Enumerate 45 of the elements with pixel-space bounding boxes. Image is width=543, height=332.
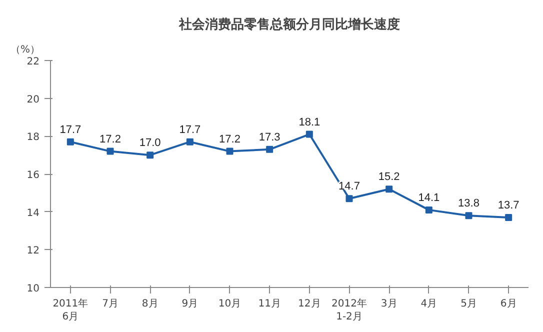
y-tick-label: 22 bbox=[26, 56, 40, 68]
text: 13.8 bbox=[458, 198, 480, 210]
x-tick-label: 12月 bbox=[298, 298, 321, 310]
x-tick-label: 9月 bbox=[182, 298, 198, 310]
point bbox=[386, 186, 393, 193]
x-tick-label: 8月 bbox=[142, 298, 158, 310]
x-tick-label: 11月 bbox=[258, 298, 281, 310]
y-tick-label: 16 bbox=[26, 170, 40, 181]
text: 18.1 bbox=[298, 116, 320, 128]
y-tick-label: 12 bbox=[26, 246, 40, 257]
point bbox=[146, 152, 154, 159]
text: 14.1 bbox=[418, 192, 440, 204]
x-tick-label: 2012年 1-2月 bbox=[332, 298, 367, 323]
point bbox=[266, 146, 274, 153]
text: 17.2 bbox=[219, 133, 240, 146]
y-axis-title: （%） bbox=[10, 44, 40, 56]
x-tick-label: 4月 bbox=[420, 298, 438, 310]
point bbox=[106, 148, 114, 155]
point bbox=[465, 212, 472, 220]
point bbox=[306, 130, 313, 138]
text: 14.7 bbox=[338, 180, 360, 193]
point bbox=[505, 214, 512, 222]
text: 17.7 bbox=[179, 124, 201, 136]
y-tick-label: 14 bbox=[26, 208, 40, 219]
text: 13.7 bbox=[498, 200, 520, 212]
y-tick-label: 10 bbox=[26, 284, 40, 294]
point bbox=[226, 148, 234, 155]
text: 17.0 bbox=[139, 137, 161, 150]
y-tick-label: 20 bbox=[26, 94, 40, 106]
x-tick-label: 5月 bbox=[460, 298, 477, 310]
point bbox=[425, 206, 432, 214]
point bbox=[186, 138, 194, 146]
x-tick-label: 10月 bbox=[218, 298, 242, 310]
chart-title: 社会消费品零售总额分月同比增长速度 bbox=[178, 16, 400, 32]
x-tick-label: 3月 bbox=[380, 298, 398, 310]
point bbox=[346, 195, 353, 202]
point bbox=[66, 138, 74, 146]
text: 17.3 bbox=[258, 131, 280, 144]
text: 17.7 bbox=[60, 124, 82, 136]
text: 17.2 bbox=[100, 133, 121, 146]
x-tick-label: 2011年 6月 bbox=[52, 298, 88, 323]
y-tick-label: 18 bbox=[26, 132, 40, 144]
text: 15.2 bbox=[378, 171, 400, 184]
x-tick-label: 6月 bbox=[500, 298, 517, 310]
x-tick-label: 7月 bbox=[102, 298, 118, 310]
